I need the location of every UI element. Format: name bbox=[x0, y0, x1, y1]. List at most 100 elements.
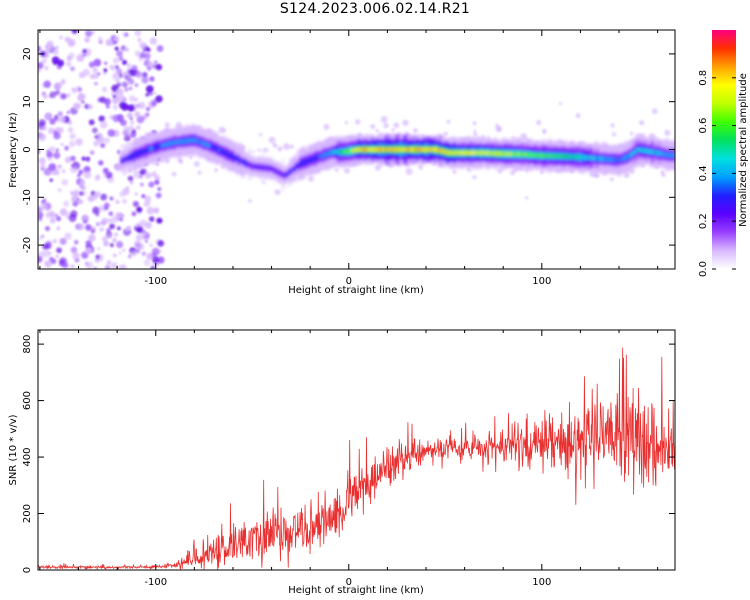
noise-blob bbox=[155, 63, 163, 71]
ridge-cell bbox=[522, 152, 525, 157]
ridge-cell bbox=[170, 141, 173, 146]
ridge-cell bbox=[356, 147, 359, 152]
noise-blob bbox=[157, 239, 165, 247]
noise-blob bbox=[149, 92, 153, 96]
ridge-cell bbox=[223, 150, 226, 155]
ridge-cell bbox=[519, 152, 522, 156]
ridge-cell bbox=[454, 150, 458, 155]
ridge-cell bbox=[253, 164, 256, 169]
noise-blob bbox=[71, 163, 76, 168]
ridge-cell bbox=[372, 147, 375, 152]
ridge-cell bbox=[175, 140, 178, 145]
colorbar-tick-label: 0.8 bbox=[698, 70, 709, 86]
ridge-cell bbox=[417, 147, 421, 152]
noise-blob bbox=[136, 206, 143, 213]
ridge-cell bbox=[503, 151, 506, 157]
ridge-cell bbox=[333, 149, 336, 154]
noise-blob bbox=[61, 169, 66, 173]
ridge-cell bbox=[278, 171, 282, 175]
ridge-cell bbox=[237, 157, 240, 161]
noise-blob bbox=[112, 105, 118, 111]
noise-blob bbox=[116, 50, 123, 58]
ridge-cell bbox=[557, 154, 561, 159]
ridge-cell bbox=[306, 159, 309, 164]
noise-blob bbox=[116, 82, 122, 88]
ridge-cell bbox=[473, 150, 476, 155]
ridge-cell bbox=[120, 159, 123, 164]
noise-blob bbox=[112, 114, 121, 123]
ridge-cell bbox=[346, 149, 349, 154]
ridge-cell bbox=[547, 153, 550, 158]
noise-blob bbox=[114, 46, 119, 51]
noise-blob bbox=[539, 170, 544, 175]
ridge-cell bbox=[563, 154, 566, 159]
ridge-cell bbox=[487, 151, 490, 155]
y-tick-label: 10 bbox=[22, 95, 33, 108]
ridge-cell bbox=[255, 165, 258, 169]
ridge-cell bbox=[258, 164, 261, 170]
noise-blob bbox=[143, 52, 151, 60]
ridge-cell bbox=[576, 155, 579, 159]
ridge-cell bbox=[247, 162, 250, 167]
noise-blob bbox=[69, 165, 78, 174]
ridge-cell bbox=[160, 143, 163, 148]
ridge-cell bbox=[479, 151, 482, 155]
noise-blob bbox=[159, 219, 163, 223]
ridge-cell bbox=[515, 152, 518, 156]
ridge-cell bbox=[187, 138, 190, 143]
noise-blob bbox=[103, 137, 110, 144]
noise-blob bbox=[97, 36, 103, 41]
y-tick-label: 0 bbox=[22, 146, 33, 152]
chart-title: S124.2023.006.02.14.R21 bbox=[279, 1, 471, 17]
ridge-cell bbox=[571, 154, 575, 159]
snr-panel: -100 0 100 0 200 400 600 800 Height of straight… bbox=[8, 329, 676, 596]
noise-blob bbox=[59, 116, 66, 124]
noise-blob bbox=[118, 95, 126, 103]
ridge-cell bbox=[662, 152, 665, 156]
ridge-cell bbox=[154, 145, 158, 149]
ridge-cell bbox=[648, 149, 651, 154]
ridge-cell bbox=[407, 147, 410, 152]
noise-blob bbox=[109, 65, 113, 69]
ridge-cell bbox=[530, 152, 533, 157]
noise-blob bbox=[107, 129, 116, 137]
noise-blob bbox=[116, 68, 123, 75]
ridge-cell bbox=[669, 153, 672, 158]
noise-blob bbox=[146, 206, 155, 215]
ridge-cell bbox=[647, 149, 650, 154]
noise-blob bbox=[145, 106, 151, 112]
noise-blob bbox=[141, 76, 149, 84]
ridge-cell bbox=[387, 147, 390, 152]
ridge-cell bbox=[670, 153, 673, 157]
ridge-cell bbox=[254, 164, 257, 169]
ridge-cell bbox=[303, 160, 306, 165]
noise-blob bbox=[106, 260, 112, 265]
ridge-cell bbox=[307, 158, 311, 164]
noise-blob bbox=[38, 119, 46, 127]
ridge-cell bbox=[483, 150, 487, 155]
ridge-cell bbox=[630, 152, 634, 157]
noise-blob bbox=[41, 58, 47, 64]
noise-blob bbox=[98, 205, 106, 212]
noise-blob bbox=[103, 240, 110, 247]
noise-blob bbox=[119, 120, 123, 124]
ridge-cell bbox=[138, 151, 141, 156]
noise-blob bbox=[38, 217, 42, 221]
noise-blob bbox=[48, 127, 55, 135]
ridge-cell bbox=[239, 158, 242, 163]
noise-blob bbox=[142, 48, 147, 53]
noise-blob bbox=[146, 252, 154, 260]
ridge-cell bbox=[256, 164, 260, 169]
ridge-cell bbox=[406, 147, 409, 152]
ridge-cell bbox=[434, 147, 437, 152]
noise-blob bbox=[53, 116, 59, 121]
noise-blob bbox=[145, 112, 150, 117]
ridge-cell bbox=[471, 151, 474, 155]
ridge-cell bbox=[178, 139, 181, 144]
ridge-cell bbox=[559, 154, 562, 159]
ridge-cell bbox=[305, 159, 308, 164]
noise-blob bbox=[57, 111, 63, 117]
noise-blob bbox=[135, 233, 143, 242]
ridge-cell bbox=[573, 155, 576, 159]
ridge-cell bbox=[207, 142, 210, 147]
